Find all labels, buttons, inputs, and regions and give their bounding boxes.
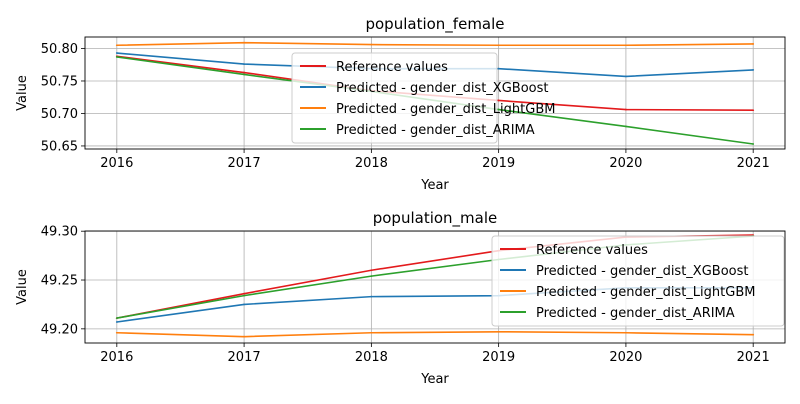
- data-point: [752, 333, 755, 336]
- y-tick-label: 50.75: [41, 74, 78, 89]
- subplot-2: 2016 2017 2018 2019 2020 2021 49.20 49.25 49.30 p…: [15, 209, 786, 387]
- data-point: [115, 56, 118, 58]
- y-tick-label: 50.80: [41, 42, 78, 57]
- legend-box: [291, 52, 498, 144]
- data-point: [243, 41, 245, 44]
- data-point: [243, 335, 245, 338]
- legend-label: Reference values: [536, 243, 648, 258]
- series-line-3: [116, 330, 754, 338]
- data-point: [497, 99, 500, 102]
- x-tick-label: 2017: [228, 350, 261, 365]
- y-tick-label: 49.20: [41, 322, 78, 337]
- y-tick-label: 49.30: [41, 225, 78, 240]
- data-point: [625, 75, 627, 78]
- legend-label: Predicted - gender_dist_XGBoost: [336, 81, 548, 96]
- x-tick-label: 2016: [100, 156, 133, 171]
- x-tick-label: 2020: [609, 350, 642, 365]
- x-tick-label: 2017: [228, 156, 261, 171]
- data-point: [243, 63, 245, 65]
- x-tick-label: 2018: [355, 350, 388, 365]
- x-tick-label: 2016: [100, 350, 133, 365]
- subplot-title: population_male: [373, 209, 498, 228]
- data-point: [115, 331, 118, 334]
- axes-frame: [84, 36, 786, 150]
- data-point: [497, 330, 500, 333]
- legend-label: Predicted - gender_dist_LightGBM: [336, 102, 555, 117]
- x-tick-label: 2021: [737, 350, 770, 365]
- subplot-title: population_female: [365, 15, 504, 34]
- y-axis-label: Value: [15, 75, 30, 111]
- data-point: [497, 67, 500, 70]
- x-tick-label: 2021: [737, 156, 770, 171]
- data-point: [752, 143, 755, 145]
- data-point: [625, 331, 627, 334]
- data-point: [115, 52, 118, 54]
- data-point: [370, 275, 373, 278]
- data-point: [497, 44, 500, 47]
- data-point: [752, 43, 755, 45]
- data-point: [243, 73, 245, 76]
- legend-label: Predicted - gender_dist_ARIMA: [536, 306, 735, 321]
- series-line-3: [116, 41, 754, 47]
- subplot-1: 2016 2017 2018 2019 2020 2021 50.65 50.70 50.75 5…: [15, 15, 786, 193]
- y-tick-label: 50.65: [41, 139, 78, 154]
- data-point: [243, 294, 245, 297]
- data-point: [243, 303, 245, 306]
- y-tick-label: 49.25: [41, 274, 78, 289]
- data-point: [370, 269, 373, 272]
- legend-label: Predicted - gender_dist_LightGBM: [536, 285, 755, 300]
- data-point: [370, 331, 373, 334]
- data-point: [243, 292, 245, 295]
- x-tick-label: 2018: [355, 156, 388, 171]
- data-point: [497, 108, 500, 111]
- legend-label: Predicted - gender_dist_XGBoost: [536, 264, 748, 279]
- x-axis-label: Year: [420, 178, 449, 193]
- legend: Reference values Predicted - gender_dist_…: [291, 52, 555, 144]
- y-axis-label: Value: [15, 269, 30, 305]
- x-tick-label: 2020: [609, 156, 642, 171]
- x-axis-label: Year: [420, 372, 449, 387]
- data-point: [115, 321, 118, 323]
- data-point: [243, 71, 245, 74]
- y-tick-label: 50.70: [41, 107, 78, 122]
- legend-box: [491, 235, 785, 327]
- x-tick-label: 2019: [482, 156, 515, 171]
- x-tick-label: 2019: [482, 350, 515, 365]
- data-point: [115, 317, 118, 320]
- axes-frame: [84, 230, 786, 344]
- data-point: [625, 108, 627, 111]
- data-point: [370, 295, 373, 298]
- legend-label: Reference values: [336, 60, 448, 75]
- data-point: [625, 44, 627, 47]
- data-point: [370, 43, 373, 46]
- data-point: [115, 44, 118, 47]
- data-point: [752, 109, 755, 112]
- legend: Reference values Predicted - gender_dist_…: [491, 235, 785, 327]
- data-point: [752, 69, 755, 71]
- data-point: [625, 125, 627, 128]
- legend-label: Predicted - gender_dist_ARIMA: [336, 123, 535, 138]
